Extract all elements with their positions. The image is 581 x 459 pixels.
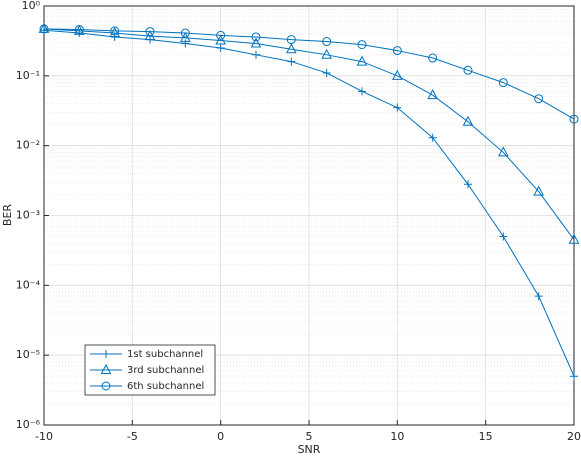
marker (358, 87, 366, 96)
legend-label: 1st subchannel (127, 349, 203, 360)
marker (428, 133, 437, 142)
marker (286, 43, 297, 54)
marker (251, 32, 261, 42)
marker (250, 37, 262, 48)
y-tick-label: 10⁰ (22, 0, 41, 12)
x-tick-label: -5 (127, 430, 138, 443)
marker (215, 34, 226, 45)
x-tick-label: -10 (35, 430, 53, 443)
marker (462, 115, 474, 126)
marker (568, 233, 580, 244)
marker (570, 372, 578, 381)
x-tick-label: 15 (479, 430, 493, 443)
marker (463, 65, 473, 75)
x-tick-label: 5 (306, 430, 313, 443)
y-tick-label: 10⁻⁵ (16, 348, 40, 361)
marker (393, 103, 402, 112)
y-tick-label: 10⁻³ (16, 209, 40, 222)
x-tick-label: 20 (567, 430, 581, 443)
marker (464, 180, 472, 189)
marker (286, 35, 296, 45)
y-tick-label: 10⁻¹ (16, 69, 40, 82)
x-axis-label: SNR (298, 443, 321, 456)
marker (101, 381, 111, 391)
marker (74, 24, 85, 35)
marker (74, 25, 84, 35)
legend-label: 3rd subchannel (127, 365, 204, 376)
plot-frame (43, 5, 575, 426)
marker (534, 292, 543, 301)
y-axis-label: BER (1, 204, 14, 226)
series-line (43, 28, 575, 120)
marker (102, 350, 110, 358)
y-tick-label: 10⁻⁶ (16, 418, 41, 431)
y-tick-label: 10⁻² (16, 139, 40, 152)
series-line (43, 29, 575, 377)
x-tick-label: 10 (390, 430, 404, 443)
marker (109, 26, 120, 38)
marker (180, 28, 190, 38)
marker (216, 30, 226, 40)
marker (392, 46, 402, 56)
marker (357, 40, 367, 50)
legend-box (84, 344, 216, 396)
marker (322, 37, 332, 47)
marker (39, 24, 49, 34)
marker (427, 89, 438, 100)
x-tick-label: 0 (217, 430, 224, 443)
marker (252, 50, 260, 59)
marker (110, 26, 120, 36)
marker (287, 57, 296, 66)
marker (534, 94, 544, 104)
series-line (43, 28, 575, 241)
marker (145, 27, 155, 37)
marker (321, 48, 332, 59)
marker (498, 146, 509, 157)
y-tick-label: 10⁻⁴ (16, 278, 41, 291)
marker (498, 78, 508, 88)
marker (392, 69, 403, 80)
marker (100, 363, 112, 374)
marker (428, 53, 438, 63)
marker (499, 232, 508, 241)
marker (216, 44, 225, 53)
marker (356, 55, 368, 66)
legend-label: 6th subchannel (127, 381, 204, 392)
marker (322, 68, 331, 77)
marker (533, 185, 544, 196)
marker (569, 114, 579, 124)
marker (180, 31, 191, 42)
marker (38, 22, 50, 33)
